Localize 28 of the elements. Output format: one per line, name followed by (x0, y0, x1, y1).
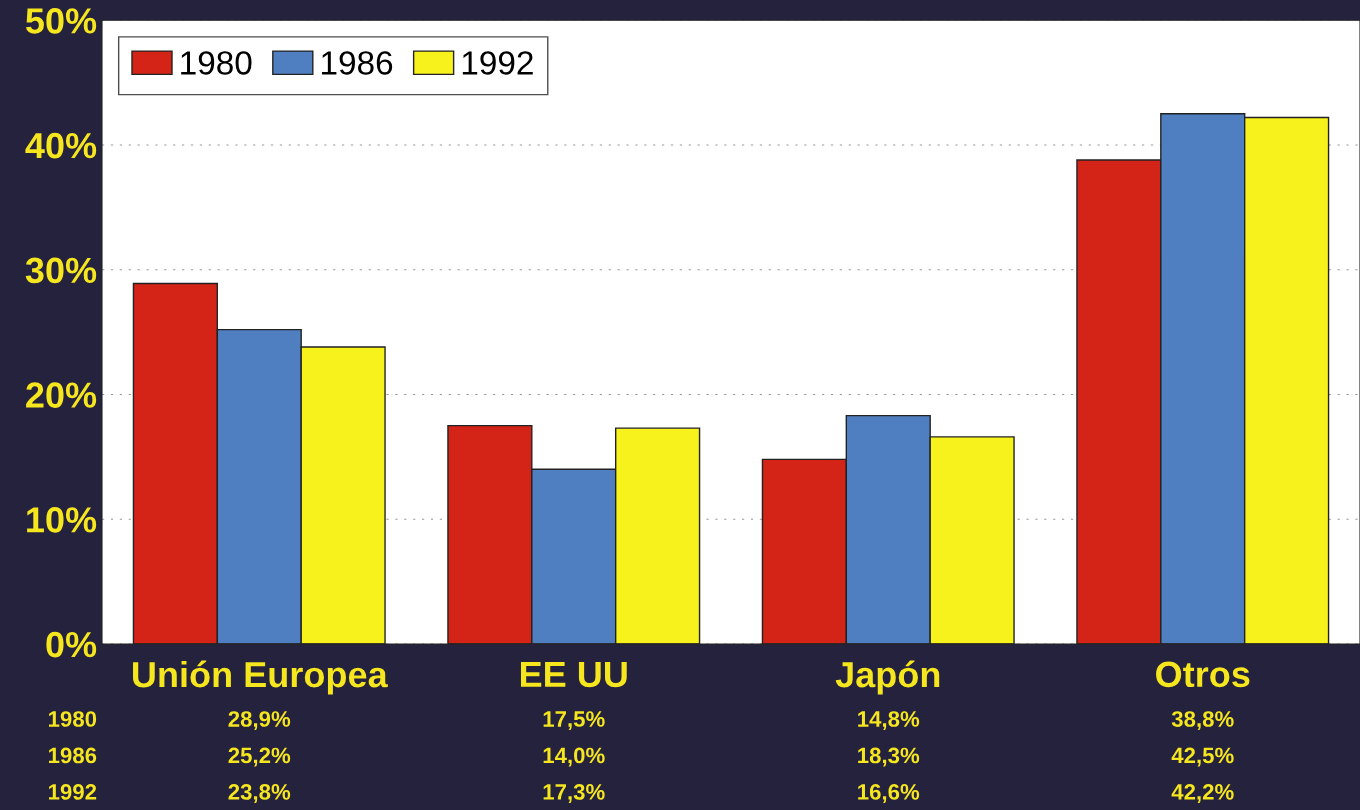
y-tick-label: 20% (26, 382, 97, 408)
data-label: 14,0% (543, 747, 605, 767)
text: 1992 (49, 784, 97, 800)
data-label: 23,8% (228, 784, 291, 803)
y-tick-label: 30% (25, 257, 97, 284)
y-tick-label: 50% (25, 8, 97, 34)
legend-label: 1980 (181, 51, 252, 75)
x-tick-label: EE UU (520, 661, 627, 688)
data-label: 38,8% (1171, 711, 1234, 731)
data-label: 17,3% (543, 784, 605, 803)
data-label: 18,3% (858, 747, 920, 767)
x-tick-label: Otros (1156, 661, 1250, 688)
data-label: 42,5% (1171, 747, 1234, 767)
x-tick-label: Unión Europea (133, 660, 388, 695)
data-label: 25,2% (228, 747, 291, 767)
y-tick-label: 0% (46, 631, 97, 658)
x-tick-label: Japón (835, 660, 940, 695)
data-label: 16,6% (858, 784, 920, 803)
data-label: 28,9% (228, 711, 291, 731)
data-label: 42,2% (1171, 784, 1234, 803)
y-tick-label: 10% (27, 507, 97, 533)
data-label: 17,5% (543, 711, 605, 731)
legend-label: 1992 (462, 51, 533, 75)
legend-label: 1986 (322, 51, 393, 75)
y-tick-label: 40% (25, 132, 97, 159)
data-label: 14,8% (858, 711, 920, 731)
text: 1980 (49, 711, 97, 727)
text: 1986 (49, 747, 97, 764)
